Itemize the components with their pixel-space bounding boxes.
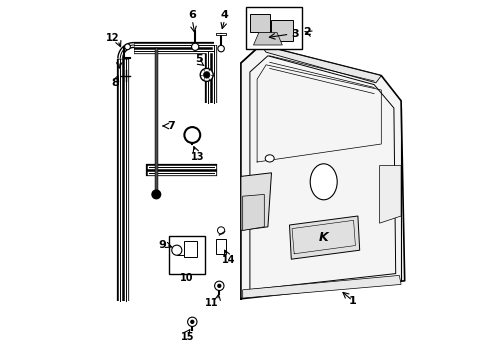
Circle shape bbox=[152, 190, 160, 199]
Circle shape bbox=[214, 281, 224, 291]
Bar bbox=[183, 241, 196, 257]
Bar bbox=[271, 20, 292, 41]
Circle shape bbox=[124, 44, 130, 50]
Polygon shape bbox=[241, 45, 404, 299]
Circle shape bbox=[171, 245, 182, 255]
Text: 10: 10 bbox=[180, 273, 193, 283]
Circle shape bbox=[190, 320, 194, 324]
Text: 13: 13 bbox=[190, 152, 204, 162]
Text: 6: 6 bbox=[188, 10, 196, 21]
Polygon shape bbox=[289, 216, 359, 259]
Bar bbox=[246, 7, 302, 49]
Text: 11: 11 bbox=[205, 298, 219, 308]
Polygon shape bbox=[253, 32, 282, 45]
Text: 9: 9 bbox=[158, 240, 166, 250]
Polygon shape bbox=[379, 166, 400, 223]
Text: 4: 4 bbox=[220, 10, 228, 21]
Bar bbox=[168, 236, 204, 274]
Text: 12: 12 bbox=[105, 33, 119, 43]
Polygon shape bbox=[260, 45, 381, 83]
Polygon shape bbox=[242, 194, 264, 230]
Circle shape bbox=[218, 45, 224, 52]
Circle shape bbox=[203, 72, 209, 78]
Text: 5: 5 bbox=[195, 54, 203, 64]
Text: 1: 1 bbox=[348, 296, 356, 306]
Text: 15: 15 bbox=[181, 332, 194, 342]
Polygon shape bbox=[242, 275, 400, 298]
Ellipse shape bbox=[264, 155, 274, 162]
Text: 7: 7 bbox=[166, 121, 174, 131]
Circle shape bbox=[200, 68, 213, 81]
Text: 14: 14 bbox=[221, 255, 235, 265]
Bar bbox=[249, 14, 269, 32]
Text: 8: 8 bbox=[111, 78, 119, 88]
Polygon shape bbox=[241, 173, 271, 230]
Text: 3: 3 bbox=[290, 29, 298, 39]
Circle shape bbox=[217, 227, 224, 234]
Circle shape bbox=[184, 127, 200, 143]
Text: 2: 2 bbox=[303, 27, 311, 37]
Circle shape bbox=[217, 284, 221, 288]
Circle shape bbox=[191, 43, 199, 50]
Ellipse shape bbox=[309, 164, 337, 200]
Text: K: K bbox=[318, 231, 328, 244]
Bar bbox=[215, 239, 226, 254]
Circle shape bbox=[187, 317, 197, 327]
